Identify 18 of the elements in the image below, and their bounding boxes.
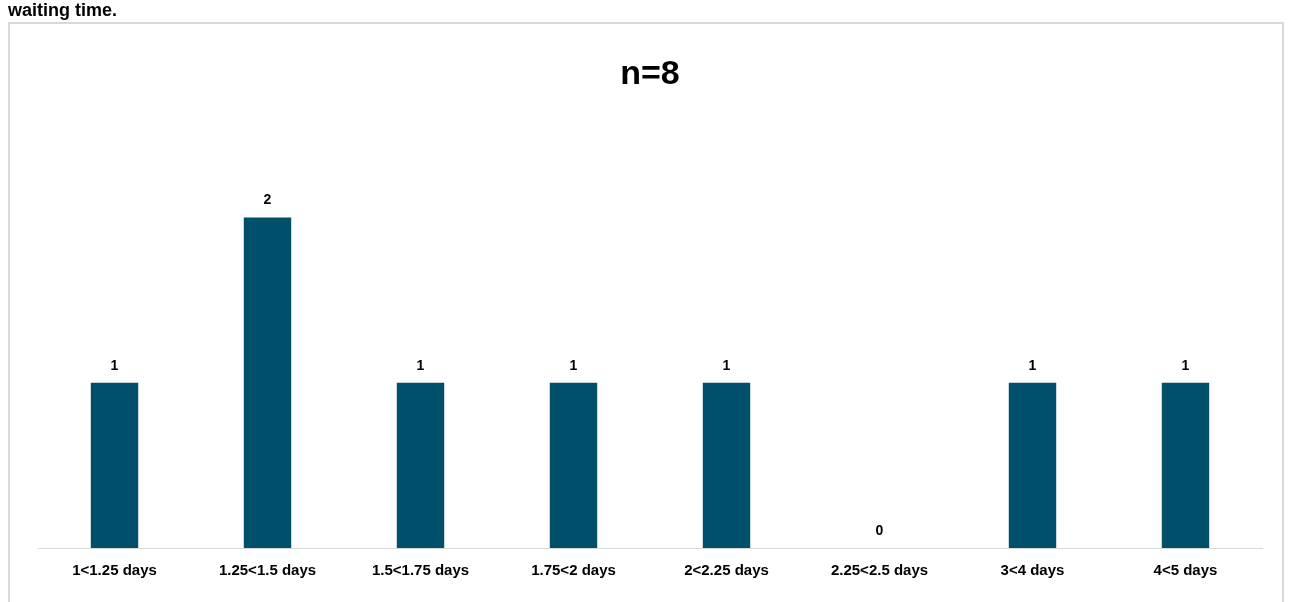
- x-tick-label: 2<2.25 days: [684, 561, 769, 579]
- x-tick-label: 3<4 days: [1000, 561, 1065, 579]
- data-label: 2: [263, 191, 272, 208]
- data-label: 1: [1181, 356, 1190, 373]
- x-tick-label: 2.25<2.5 days: [830, 561, 929, 579]
- x-tick-label: 1<1.25 days: [72, 561, 157, 579]
- x-tick-label: 1.75<2 days: [531, 561, 616, 579]
- x-tick-label: 1.5<1.75 days: [371, 561, 470, 579]
- data-label: 1: [416, 356, 425, 373]
- data-label: 1: [110, 356, 119, 373]
- data-label: 1: [722, 356, 731, 373]
- x-tick-label: 4<5 days: [1153, 561, 1218, 579]
- data-label: 1: [569, 356, 578, 373]
- text: waiting time.: [8, 0, 118, 21]
- data-label: 0: [875, 521, 884, 538]
- data-label: 1: [1028, 356, 1037, 373]
- chart-title: n=8: [620, 52, 680, 91]
- x-tick-label: 1.25<1.5 days: [218, 561, 317, 579]
